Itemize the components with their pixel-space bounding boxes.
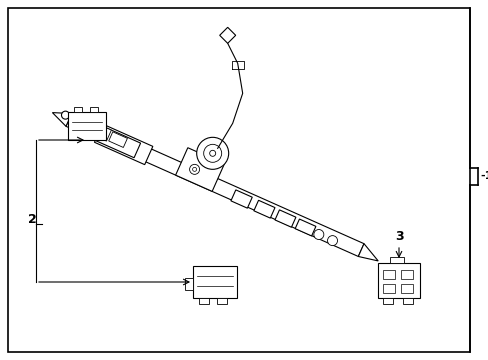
- Polygon shape: [274, 210, 295, 227]
- Bar: [90, 107, 98, 112]
- Polygon shape: [219, 27, 235, 43]
- Circle shape: [196, 137, 228, 169]
- Circle shape: [61, 111, 69, 119]
- Polygon shape: [230, 190, 252, 208]
- Polygon shape: [253, 200, 274, 218]
- Bar: [402, 298, 412, 304]
- Text: -1: -1: [479, 171, 488, 181]
- Polygon shape: [88, 123, 141, 158]
- Circle shape: [209, 150, 215, 156]
- Bar: [193, 266, 237, 298]
- Bar: [400, 270, 412, 279]
- Polygon shape: [88, 122, 111, 141]
- Bar: [400, 284, 412, 293]
- Circle shape: [327, 235, 337, 246]
- Polygon shape: [295, 219, 315, 236]
- Circle shape: [203, 144, 221, 162]
- Polygon shape: [94, 124, 153, 165]
- Bar: [382, 270, 394, 279]
- Polygon shape: [52, 113, 72, 126]
- Polygon shape: [358, 244, 377, 261]
- Bar: [199, 298, 208, 304]
- Polygon shape: [175, 148, 224, 192]
- Bar: [68, 112, 106, 140]
- Bar: [389, 257, 403, 263]
- Circle shape: [189, 165, 199, 174]
- Polygon shape: [108, 132, 127, 148]
- Circle shape: [192, 167, 196, 171]
- Circle shape: [313, 230, 323, 239]
- Bar: [382, 284, 394, 293]
- Text: 2: 2: [28, 213, 37, 226]
- Bar: [74, 107, 82, 112]
- Bar: [217, 298, 226, 304]
- Polygon shape: [66, 113, 363, 256]
- Bar: [184, 278, 193, 290]
- Bar: [377, 263, 419, 298]
- Text: 3: 3: [394, 230, 403, 243]
- Bar: [382, 298, 392, 304]
